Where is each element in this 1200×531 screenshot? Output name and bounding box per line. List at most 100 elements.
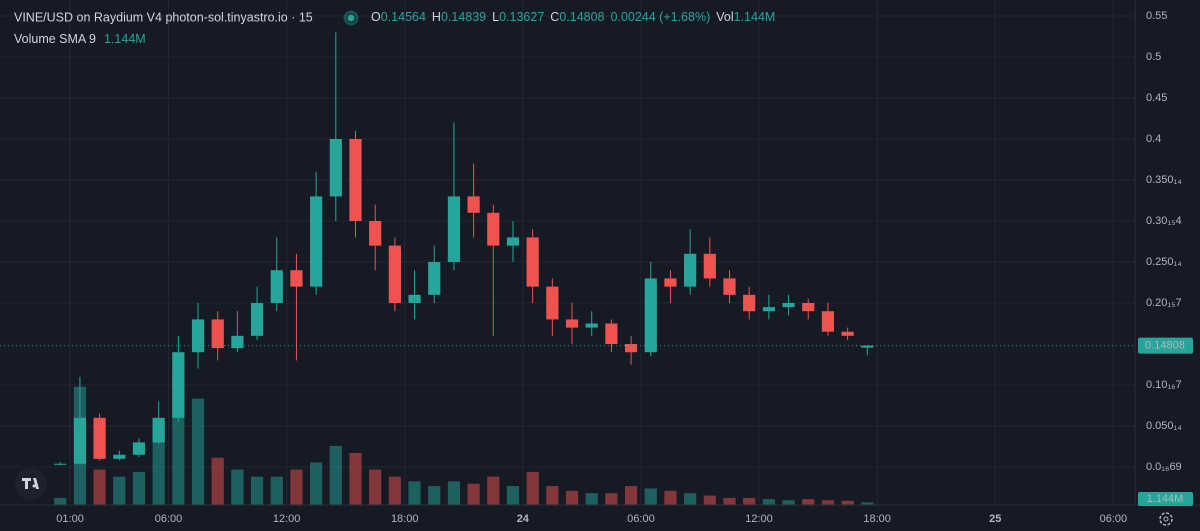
gear-hub (1163, 516, 1169, 522)
candle-body (526, 237, 539, 287)
volume-badge-label: 1.144M (1147, 493, 1184, 505)
status-ring (343, 10, 359, 26)
y-tick-label: 0.45 (1146, 92, 1167, 104)
candle-body (211, 319, 224, 349)
volume-bar (388, 476, 401, 505)
candle-body (821, 311, 835, 332)
change: 0.00244 (+1.68%) (611, 10, 711, 24)
candle-body (152, 417, 165, 443)
x-tick-label: 25 (989, 513, 1001, 525)
volume-bar (821, 500, 835, 505)
ohlc-value: 0.14564 (381, 10, 426, 24)
candle-body (782, 303, 795, 308)
volume-bar (762, 499, 775, 505)
candle-body (369, 221, 382, 246)
x-tick-label: 24 (517, 513, 530, 525)
volume-bar (408, 481, 421, 505)
candle-body (762, 307, 775, 312)
x-tick-label: 12:00 (745, 513, 773, 525)
volume-bar (369, 469, 382, 505)
candle-body (113, 454, 126, 459)
y-tick-label: 0.30₁₅4 (1146, 215, 1182, 227)
candle-body (310, 196, 323, 287)
settings-icon[interactable] (1159, 512, 1173, 526)
candle-body (191, 319, 205, 353)
x-tick-label: 18:00 (863, 513, 891, 525)
candle-body (546, 286, 559, 320)
x-tick-label: 18:00 (391, 513, 419, 525)
volume-bar (703, 495, 716, 505)
volume-bar (802, 499, 815, 505)
volume-bar (605, 493, 618, 505)
indicator-name: Volume SMA 9 (14, 32, 96, 46)
candle-body (624, 344, 638, 353)
volume-bar (743, 497, 756, 505)
volume-bar (132, 471, 146, 505)
volume-bar (565, 490, 579, 505)
price-badge (1138, 337, 1193, 354)
status-dot (347, 14, 355, 22)
x-tick-label: 06:00 (1100, 513, 1128, 525)
candle-body (270, 270, 283, 304)
volume-bar (54, 497, 67, 505)
candle-body (54, 463, 67, 465)
volume-badge (1138, 492, 1193, 506)
volume-bar (861, 502, 874, 505)
indicator-value: 1.144M (104, 32, 146, 46)
grid (0, 0, 1135, 505)
ohlc-label: L (492, 10, 499, 24)
y-tick-label: 0.4 (1146, 133, 1161, 145)
y-tick-label: 0.10₁₆7 (1146, 379, 1182, 391)
volume-bar (231, 469, 244, 505)
logo-dot (32, 484, 36, 488)
indicator-legend: Volume SMA 9 1.144M (14, 32, 146, 46)
candle-body (428, 262, 441, 295)
ohlc-label: O (371, 10, 381, 24)
volume-bar (349, 453, 362, 505)
candle-layer (54, 32, 874, 466)
volume-bar (113, 476, 126, 505)
ohlc-value: 0.14839 (441, 10, 486, 24)
volume-bar (841, 500, 854, 505)
x-tick-label: 06:00 (155, 513, 183, 525)
candle-body (329, 139, 342, 197)
tv-logo (15, 468, 47, 500)
volume-bar (310, 462, 323, 505)
volume-bar (211, 457, 224, 505)
ohlc-value: 0.13627 (499, 10, 544, 24)
volume-bar (506, 486, 520, 505)
candle-body (802, 303, 815, 312)
ohlc-label: C (550, 10, 559, 24)
candle-body (93, 417, 106, 459)
candle-body (605, 323, 618, 345)
volume-bar (664, 490, 677, 505)
candle-body (585, 323, 598, 328)
logo-bg (15, 468, 47, 500)
candle-body (861, 345, 874, 348)
candle-body (723, 278, 736, 295)
gear[interactable] (1159, 512, 1173, 526)
chart-title: VINE/USD on Raydium V4 photon-sol.tinyas… (14, 10, 313, 24)
candle-body (172, 352, 185, 418)
candle-body (349, 139, 362, 222)
volume-bar (270, 476, 283, 505)
volume-bar (428, 486, 441, 505)
ohlc-legend: O0.14564 H0.14839 L0.13627 C0.14808 0.00244 … (371, 10, 775, 24)
volume-bar (329, 445, 342, 505)
volume-bar (152, 434, 165, 505)
logo-mark (22, 478, 39, 489)
y-tick-label: 0.0₁₆69 (1146, 461, 1182, 473)
candle-body (250, 303, 264, 336)
candle-body (703, 253, 716, 279)
volume-bar (782, 500, 795, 505)
y-tick-label: 0.55 (1146, 10, 1167, 22)
candle-body (408, 294, 421, 304)
candle-body (290, 270, 303, 287)
y-tick-label: 0.20₁₅7 (1146, 297, 1182, 309)
y-tick-label: 0.350₁₄ (1146, 174, 1182, 186)
x-tick-label: 06:00 (627, 513, 655, 525)
volume-bar (93, 469, 106, 505)
ohlc-value: 0.14808 (559, 10, 604, 24)
candle-body (467, 196, 480, 213)
